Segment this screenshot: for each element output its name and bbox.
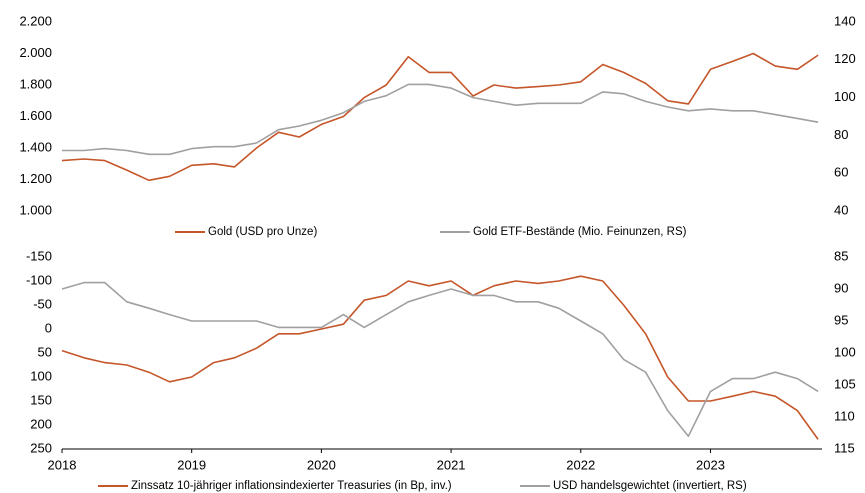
- series-line: [61, 281, 819, 437]
- series-line: [61, 52, 819, 182]
- y-tick-label: -150: [26, 248, 52, 263]
- legend-label: USD handelsgewichtet (invertiert, RS): [553, 480, 747, 492]
- y-tick-label: 1.400: [19, 139, 52, 154]
- y-tick-label: 250: [30, 440, 52, 455]
- y2-tick-label: 80: [834, 127, 848, 142]
- y-tick-label: 1.000: [19, 202, 52, 217]
- y2-tick-label: 115: [834, 440, 855, 455]
- x-tick-label: 2020: [307, 457, 336, 472]
- legend-label: Zinssatz 10-jähriger inflationsindexiert…: [131, 480, 452, 492]
- x-tick-label: 2022: [566, 457, 595, 472]
- y-tick-label: 2.200: [19, 13, 52, 28]
- y-tick-label: 1.600: [19, 108, 52, 123]
- y2-tick-label: 40: [834, 202, 848, 217]
- y2-tick-label: 85: [834, 248, 848, 263]
- y-tick-label: 50: [38, 344, 52, 359]
- x-tick-label: 2021: [437, 457, 466, 472]
- y-tick-label: -100: [26, 272, 52, 287]
- y2-tick-label: 105: [834, 376, 856, 391]
- y2-tick-label: 95: [834, 312, 848, 327]
- y-tick-label: 2.000: [19, 45, 52, 60]
- y2-tick-label: 100: [834, 89, 856, 104]
- series-line: [61, 275, 819, 440]
- y2-tick-label: 60: [834, 165, 848, 180]
- legend-label: Gold ETF-Bestände (Mio. Feinunzen, RS): [473, 226, 687, 238]
- y-tick-label: 0: [45, 320, 52, 335]
- legend-label: Gold (USD pro Unze): [208, 226, 317, 238]
- y2-tick-label: 100: [834, 344, 856, 359]
- y-tick-label: -50: [33, 296, 52, 311]
- y2-tick-label: 120: [834, 51, 856, 66]
- y2-tick-label: 90: [834, 280, 848, 295]
- y-tick-label: 150: [30, 392, 52, 407]
- series-line: [62, 83, 819, 156]
- y-tick-label: 100: [30, 368, 52, 383]
- x-tick-label: 2019: [177, 457, 206, 472]
- x-tick-label: 2023: [696, 457, 725, 472]
- x-tick-label: 2018: [48, 457, 77, 472]
- y-tick-label: 1.200: [19, 171, 52, 186]
- y2-tick-label: 110: [834, 408, 855, 423]
- y2-tick-label: 140: [834, 13, 856, 28]
- y-tick-label: 1.800: [19, 76, 52, 91]
- y-tick-label: 200: [30, 416, 52, 431]
